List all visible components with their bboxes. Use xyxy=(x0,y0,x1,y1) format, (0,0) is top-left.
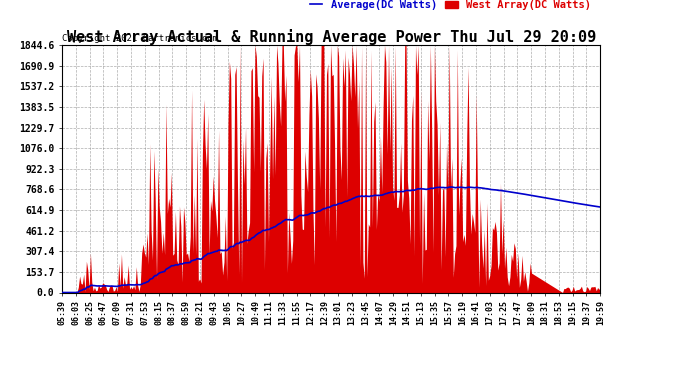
Text: Copyright 2021 Cartronics.com: Copyright 2021 Cartronics.com xyxy=(62,34,218,43)
Title: West Array Actual & Running Average Power Thu Jul 29 20:09: West Array Actual & Running Average Powe… xyxy=(66,29,596,45)
Legend: Average(DC Watts), West Array(DC Watts): Average(DC Watts), West Array(DC Watts) xyxy=(306,0,595,14)
